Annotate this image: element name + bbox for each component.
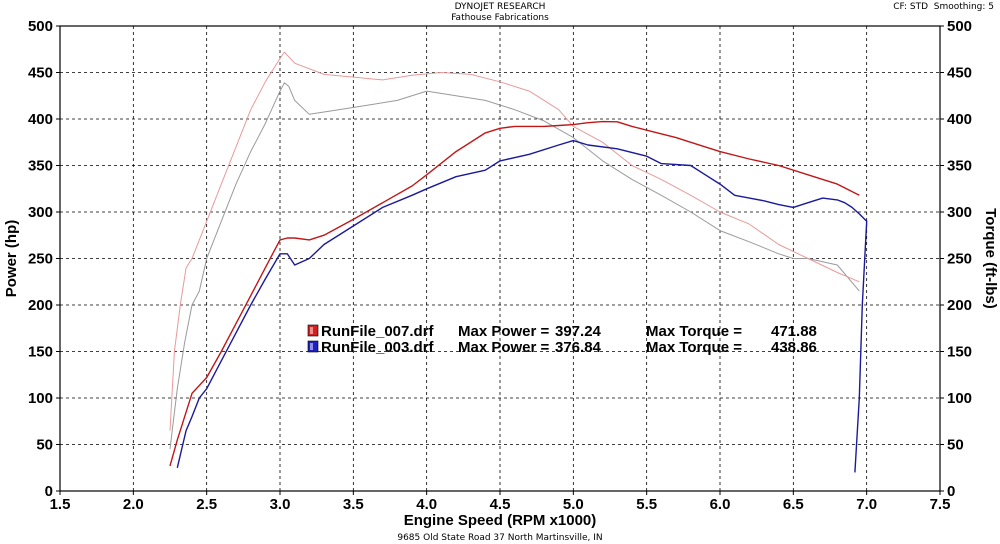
x-tick-label: 3.5 bbox=[343, 496, 364, 513]
legend-max-torque-value: 438.86 bbox=[771, 339, 817, 356]
x-tick-label: 5.5 bbox=[636, 496, 657, 513]
x-tick-label: 7.5 bbox=[930, 496, 951, 513]
series-line-run003_power bbox=[176, 139, 868, 473]
legend-entry bbox=[307, 324, 319, 337]
legend-max-power-label: Max Power = bbox=[458, 323, 550, 340]
legend-max-power-value: 376.84 bbox=[555, 339, 602, 356]
x-axis-label: Engine Speed (RPM x1000) bbox=[404, 512, 597, 529]
legend-entry bbox=[307, 340, 319, 353]
y2-tick-label: 150 bbox=[947, 344, 972, 361]
y-tick-label: 500 bbox=[28, 18, 53, 35]
y2-tick-label: 50 bbox=[947, 437, 964, 454]
y-tick-label: 150 bbox=[28, 344, 53, 361]
y-axis-label: Power (hp) bbox=[3, 220, 20, 298]
legend-max-torque-label: Max Torque = bbox=[646, 323, 742, 340]
y2-tick-label: 450 bbox=[947, 65, 972, 82]
footer-address: 9685 Old State Road 37 North Martinsvill… bbox=[397, 533, 603, 543]
legend-swatch-highlight bbox=[310, 327, 313, 334]
legend-max-power-label: Max Power = bbox=[458, 339, 550, 356]
x-tick-label: 7.0 bbox=[856, 496, 877, 513]
series-line-run003_torque bbox=[169, 82, 860, 450]
x-tick-label: 6.0 bbox=[710, 496, 731, 513]
y2-tick-label: 250 bbox=[947, 251, 972, 268]
x-tick-label: 4.5 bbox=[490, 496, 511, 513]
y-tick-label: 250 bbox=[28, 251, 53, 268]
legend-max-torque-label: Max Torque = bbox=[646, 339, 742, 356]
y2-tick-label: 300 bbox=[947, 204, 972, 221]
y-tick-label: 300 bbox=[28, 204, 53, 221]
y2-axis-label: Torque (ft-lbs) bbox=[982, 208, 999, 309]
y2-tick-label: 500 bbox=[947, 18, 972, 35]
legend-max-torque-value: 471.88 bbox=[771, 323, 817, 340]
legend-max-power-value: 397.24 bbox=[555, 323, 602, 340]
y-tick-label: 450 bbox=[28, 65, 53, 82]
y2-tick-label: 200 bbox=[947, 297, 972, 314]
y-tick-label: 200 bbox=[28, 297, 53, 314]
chart-title: DYNOJET RESEARCH bbox=[454, 2, 546, 12]
chart-subtitle: Fathouse Fabrications bbox=[451, 13, 549, 23]
chart-settings: CF: STD Smoothing: 5 bbox=[893, 2, 994, 12]
x-tick-label: 2.5 bbox=[196, 496, 217, 513]
x-tick-label: 3.0 bbox=[270, 496, 291, 513]
y2-tick-label: 100 bbox=[947, 390, 972, 407]
y-tick-label: 0 bbox=[45, 483, 53, 500]
y2-tick-label: 0 bbox=[947, 483, 955, 500]
x-tick-label: 4.0 bbox=[416, 496, 437, 513]
x-tick-label: 2.0 bbox=[123, 496, 144, 513]
x-tick-label: 1.5 bbox=[50, 496, 71, 513]
x-tick-label: 6.5 bbox=[783, 496, 804, 513]
legend-swatch-highlight bbox=[310, 343, 313, 350]
legend-file-name: RunFile_003.drf bbox=[321, 339, 435, 356]
series-line-run007_power bbox=[169, 120, 860, 467]
y2-tick-label: 400 bbox=[947, 111, 972, 128]
y2-tick-label: 350 bbox=[947, 158, 972, 175]
legend-file-name: RunFile_007.drf bbox=[321, 323, 435, 340]
y-tick-label: 350 bbox=[28, 158, 53, 175]
y-tick-label: 100 bbox=[28, 390, 53, 407]
series-line-run007_torque bbox=[169, 51, 860, 431]
x-tick-label: 5.0 bbox=[563, 496, 584, 513]
y-tick-label: 50 bbox=[36, 437, 53, 454]
y-tick-label: 400 bbox=[28, 111, 53, 128]
